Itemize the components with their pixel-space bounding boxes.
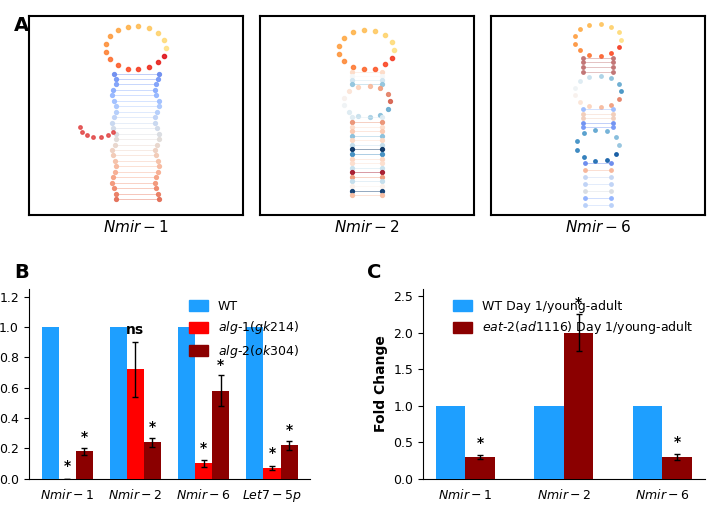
- Text: ns: ns: [127, 323, 145, 337]
- Bar: [110, 327, 127, 479]
- Legend: WT Day 1/young-adult, $\it{eat}$-$\it{2(ad1116)}$ Day 1/young-adult: WT Day 1/young-adult, $\it{eat}$-$\it{2(…: [448, 295, 698, 341]
- Text: *: *: [149, 420, 156, 434]
- Bar: [534, 406, 564, 479]
- Text: *: *: [285, 423, 293, 437]
- Bar: [127, 369, 144, 479]
- Text: *: *: [477, 436, 484, 450]
- Text: *: *: [575, 296, 582, 310]
- Bar: [212, 391, 229, 479]
- Bar: [42, 327, 59, 479]
- Bar: [564, 333, 593, 479]
- Bar: [195, 463, 212, 479]
- Bar: [465, 457, 495, 479]
- X-axis label: $\it{Nmir-2}$: $\it{Nmir-2}$: [334, 219, 400, 235]
- Text: *: *: [268, 447, 275, 460]
- Text: *: *: [200, 441, 207, 455]
- Y-axis label: Fold Change: Fold Change: [374, 336, 388, 432]
- Text: *: *: [63, 459, 70, 473]
- X-axis label: $\it{Nmir-1}$: $\it{Nmir-1}$: [103, 219, 168, 235]
- Text: C: C: [367, 263, 381, 282]
- X-axis label: $\it{Nmir-6}$: $\it{Nmir-6}$: [564, 219, 631, 235]
- Legend: WT, $\it{alg}$-$\it{1(gk214)}$, $\it{alg}$-$\it{2(ok304)}$: WT, $\it{alg}$-$\it{1(gk214)}$, $\it{alg…: [184, 295, 304, 365]
- Text: *: *: [81, 430, 88, 444]
- Bar: [436, 406, 465, 479]
- Text: *: *: [674, 436, 681, 450]
- Bar: [178, 327, 195, 479]
- Bar: [75, 451, 93, 479]
- Bar: [263, 468, 280, 479]
- Bar: [280, 446, 298, 479]
- Bar: [633, 406, 662, 479]
- Text: *: *: [217, 358, 224, 372]
- Bar: [247, 327, 263, 479]
- Bar: [662, 457, 692, 479]
- Text: B: B: [14, 263, 29, 282]
- Text: A: A: [14, 16, 29, 35]
- Bar: [144, 442, 161, 479]
